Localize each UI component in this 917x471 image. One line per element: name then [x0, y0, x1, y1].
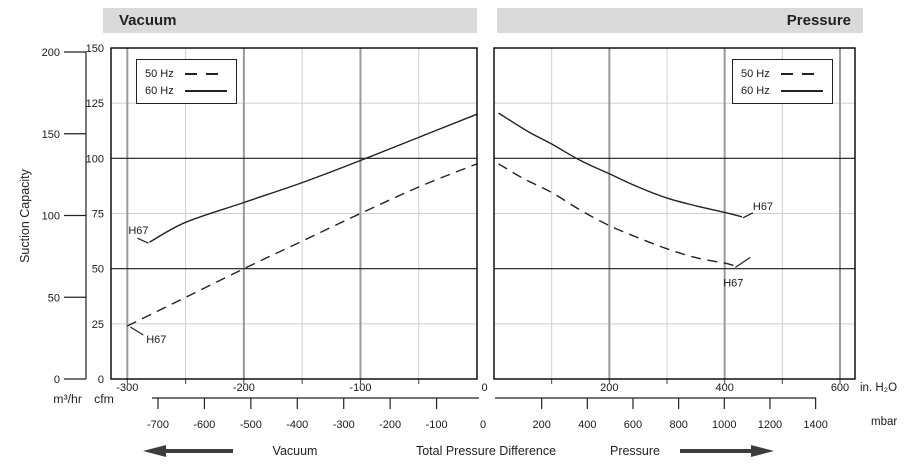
mbar-tick-label: 1000: [712, 419, 736, 431]
dashed-line-sample-icon: [781, 72, 823, 75]
m3hr-unit-label: m³/hr: [53, 392, 82, 406]
curve-label-pointer: [734, 256, 751, 268]
legend-vacuum-chart: 50 Hz 60 Hz: [136, 59, 237, 104]
vacuum-section-header: Vacuum: [103, 8, 477, 33]
inh2o-tick-label: -100: [349, 382, 371, 394]
pressure-header-label: Pressure: [786, 12, 851, 29]
pressure-direction-arrow-icon: [751, 445, 774, 457]
curve-label-pointer: [137, 237, 149, 244]
legend-pressure-chart: 50 Hz 60 Hz: [732, 59, 833, 104]
legend-label-60hz: 60 Hz: [145, 84, 174, 97]
cfm-tick-label: 75: [92, 209, 104, 221]
legend-row-60hz: 60 Hz: [733, 82, 832, 99]
plot-border: [493, 47, 856, 380]
pressure-direction-label: Pressure: [609, 444, 661, 458]
mbar-tick-label: 800: [669, 419, 687, 431]
m3hr-tick-label: 200: [42, 47, 60, 59]
mbar-tick-label: 600: [624, 419, 642, 431]
mbar-tick-label: -200: [379, 419, 401, 431]
legend-row-50hz: 50 Hz: [733, 65, 832, 82]
inh2o-zero-label: 0: [481, 382, 487, 394]
cfm-tick-label: 50: [92, 264, 104, 276]
solid-line-sample-icon: [185, 89, 227, 92]
curve-60hz: [498, 112, 743, 218]
vacuum-direction-label: Vacuum: [272, 444, 318, 458]
dashed-line-sample-icon: [185, 72, 227, 75]
legend-row-50hz: 50 Hz: [137, 65, 236, 82]
mbar-tick-label: -600: [193, 419, 215, 431]
curve-label-pointer: [742, 212, 754, 219]
mbar-tick-label: -700: [147, 419, 169, 431]
solid-line-sample-icon: [781, 89, 823, 92]
mbar-tick-label: -300: [333, 419, 355, 431]
total-pressure-difference-label: Total Pressure Difference: [415, 444, 557, 458]
m3hr-tick-label: 0: [54, 374, 60, 386]
vacuum-direction-arrow-icon: [143, 445, 166, 457]
curve-model-label: H67: [128, 225, 148, 237]
curve-label-pointer: [130, 326, 144, 336]
cfm-tick-label: 0: [98, 374, 104, 386]
cfm-tick-label: 150: [86, 43, 104, 55]
inh2o-tick-label: 200: [600, 382, 618, 394]
legend-label-50hz: 50 Hz: [145, 67, 174, 80]
curve-60hz: [149, 113, 478, 243]
inh2o-unit-label: in. H₂O: [860, 382, 898, 394]
pressure-section-header: Pressure: [497, 8, 863, 33]
inh2o-tick-label: 400: [715, 382, 733, 394]
mbar-tick-label: 200: [532, 419, 550, 431]
inh2o-tick-label: -300: [116, 382, 138, 394]
curve-50hz: [126, 163, 478, 327]
legend-row-60hz: 60 Hz: [137, 82, 236, 99]
m3hr-tick-label: 50: [48, 292, 60, 304]
curve-50hz: [498, 163, 734, 267]
vacuum-header-label: Vacuum: [119, 12, 177, 29]
inh2o-tick-label: -200: [233, 382, 255, 394]
cfm-tick-label: 100: [86, 153, 104, 165]
m3hr-tick-label: 100: [42, 211, 60, 223]
cfm-unit-label: cfm: [94, 392, 114, 406]
legend-label-60hz: 60 Hz: [741, 84, 770, 97]
mbar-zero-label: 0: [480, 419, 486, 431]
legend-label-50hz: 50 Hz: [741, 67, 770, 80]
mbar-tick-label: -100: [426, 419, 448, 431]
mbar-unit-label: mbar: [871, 416, 898, 428]
cfm-tick-label: 25: [92, 319, 104, 331]
plot-border: [110, 47, 478, 380]
curve-model-label: H67: [146, 334, 166, 346]
mbar-tick-label: 400: [578, 419, 596, 431]
curve-model-label: H67: [753, 201, 773, 213]
mbar-tick-label: 1200: [758, 419, 782, 431]
cfm-tick-label: 125: [86, 98, 104, 110]
inh2o-tick-label: 600: [831, 382, 849, 394]
mbar-tick-label: 1400: [803, 419, 827, 431]
mbar-tick-label: -500: [240, 419, 262, 431]
m3hr-tick-label: 150: [42, 129, 60, 141]
mbar-tick-label: -400: [286, 419, 308, 431]
curve-model-label: H67: [723, 277, 743, 289]
